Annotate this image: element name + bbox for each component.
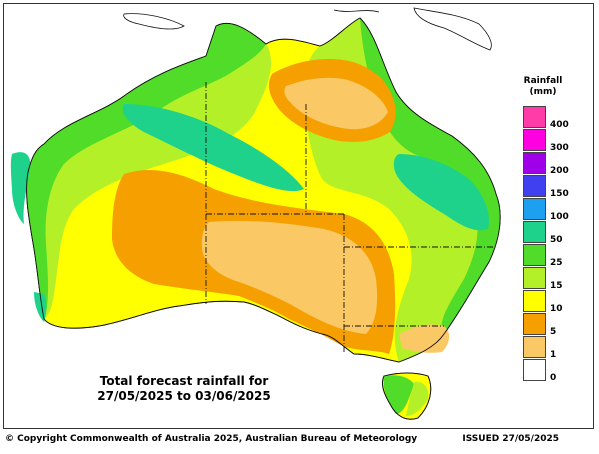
- legend-swatch: [523, 106, 546, 128]
- legend-label: 100: [550, 212, 569, 222]
- legend-label: 200: [550, 166, 569, 176]
- legend-swatches: 400 300 200 150 100 50 25 15 10 5 1 0: [523, 106, 573, 383]
- legend-label: 400: [550, 120, 569, 130]
- map-title-line2: 27/05/2025 to 03/06/2025: [97, 389, 271, 403]
- legend-entry: 400: [523, 106, 573, 130]
- legend-entry: 150: [523, 175, 573, 199]
- legend-swatch: [523, 175, 546, 197]
- heavy-rain-band-nt: [122, 104, 305, 192]
- copyright-text: © Copyright Commonwealth of Australia 20…: [5, 434, 418, 444]
- legend-entry: 25: [523, 244, 573, 268]
- legend-entry: 1: [523, 336, 573, 360]
- legend-entry: 300: [523, 129, 573, 153]
- legend-swatch: [523, 359, 546, 381]
- legend-swatch: [523, 313, 546, 335]
- map-title: Total forecast rainfall for 27/05/2025 t…: [74, 374, 294, 404]
- legend-entry: 5: [523, 313, 573, 337]
- legend-swatch: [523, 152, 546, 174]
- legend-title: Rainfall (mm): [517, 76, 569, 98]
- map-frame: Total forecast rainfall for 27/05/2025 t…: [3, 3, 594, 429]
- issued-date: ISSUED 27/05/2025: [462, 434, 559, 444]
- legend-entry: 200: [523, 152, 573, 176]
- legend-entry: 10: [523, 290, 573, 314]
- state-borders: [205, 82, 494, 354]
- legend-title-line1: Rainfall: [523, 76, 563, 86]
- rainfall-legend: Rainfall (mm) 400 300 200 150 100 50 25 15 10 5 1 0: [517, 76, 573, 383]
- legend-entry: 0: [523, 359, 573, 383]
- legend-label: 1: [550, 350, 557, 360]
- legend-label: 300: [550, 143, 569, 153]
- legend-label: 5: [550, 327, 557, 337]
- legend-label: 50: [550, 235, 563, 245]
- legend-label: 25: [550, 258, 563, 268]
- legend-label: 0: [550, 373, 557, 383]
- map-title-line1: Total forecast rainfall for: [99, 374, 269, 388]
- legend-title-line2: (mm): [529, 87, 557, 97]
- legend-swatch: [523, 267, 546, 289]
- legend-entry: 50: [523, 221, 573, 245]
- legend-label: 150: [550, 189, 569, 199]
- legend-swatch: [523, 221, 546, 243]
- papua-new-guinea: [413, 7, 492, 51]
- legend-label: 10: [550, 304, 563, 314]
- legend-entry: 15: [523, 267, 573, 291]
- legend-swatch: [523, 129, 546, 151]
- legend-swatch: [523, 336, 546, 358]
- legend-swatch: [523, 290, 546, 312]
- footer: © Copyright Commonwealth of Australia 20…: [5, 432, 595, 448]
- heavy-rain-band-qld: [393, 154, 490, 231]
- rainfall-map: [10, 7, 501, 420]
- legend-swatch: [523, 244, 546, 266]
- legend-label: 15: [550, 281, 563, 291]
- legend-entry: 100: [523, 198, 573, 222]
- legend-swatch: [523, 198, 546, 220]
